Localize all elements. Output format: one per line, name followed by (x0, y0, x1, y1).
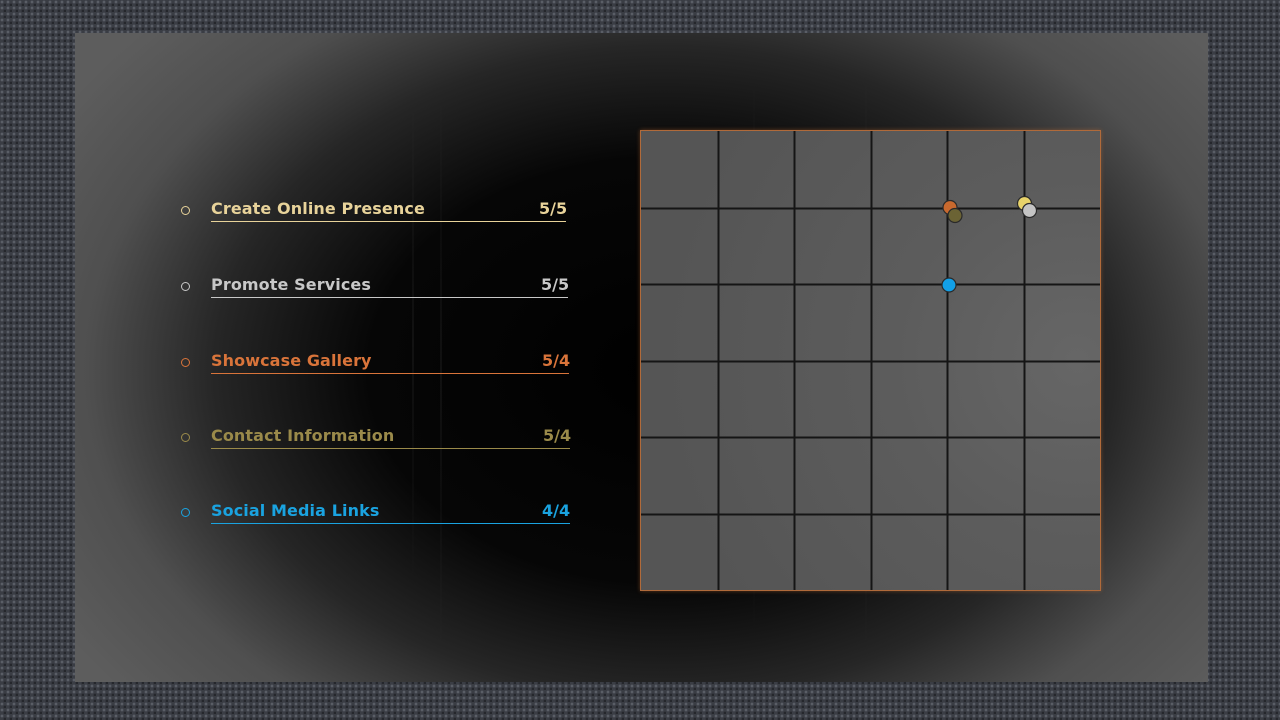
game-board[interactable] (640, 130, 1101, 591)
board-grid (641, 131, 1100, 590)
bullet-icon (181, 508, 190, 517)
task-underline (211, 297, 568, 298)
bullet-icon (181, 206, 190, 215)
task-list: Create Online Presence 5/5 Promote Servi… (75, 33, 675, 682)
task-label: Showcase Gallery (211, 351, 372, 370)
bullet-icon (181, 358, 190, 367)
task-underline (211, 448, 570, 449)
task-score: 5/5 (541, 275, 570, 294)
main-panel: Create Online Presence 5/5 Promote Servi… (75, 33, 1208, 682)
olive-marker[interactable] (947, 207, 963, 224)
task-score: 5/4 (543, 426, 572, 445)
task-score: 5/5 (539, 199, 568, 218)
background-streak (412, 103, 414, 583)
bullet-icon (181, 282, 190, 291)
task-label: Create Online Presence (211, 199, 425, 218)
task-label: Contact Information (211, 426, 395, 445)
task-score: 5/4 (542, 351, 571, 370)
task-label: Social Media Links (211, 501, 380, 520)
task-underline (211, 523, 570, 524)
task-label: Promote Services (211, 275, 371, 294)
silver-marker[interactable] (1021, 202, 1038, 219)
blue-marker[interactable] (941, 277, 957, 293)
task-underline (211, 221, 566, 222)
task-underline (211, 373, 569, 374)
bullet-icon (181, 433, 190, 442)
task-score: 4/4 (542, 501, 571, 520)
